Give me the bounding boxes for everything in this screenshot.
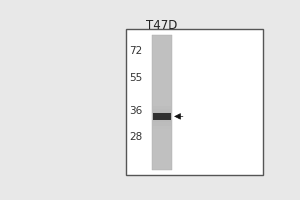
Bar xyxy=(153,122,171,126)
Bar xyxy=(153,106,171,109)
Text: 36: 36 xyxy=(130,106,143,116)
Text: 72: 72 xyxy=(130,46,143,56)
Text: 55: 55 xyxy=(130,73,143,83)
Bar xyxy=(126,29,263,175)
Bar xyxy=(153,116,171,119)
Text: 28: 28 xyxy=(130,132,143,142)
Bar xyxy=(153,109,171,112)
Text: T47D: T47D xyxy=(146,19,178,32)
Bar xyxy=(153,112,171,116)
Bar xyxy=(153,126,171,129)
Bar xyxy=(153,113,171,120)
Bar xyxy=(152,35,172,170)
Bar xyxy=(153,119,171,122)
